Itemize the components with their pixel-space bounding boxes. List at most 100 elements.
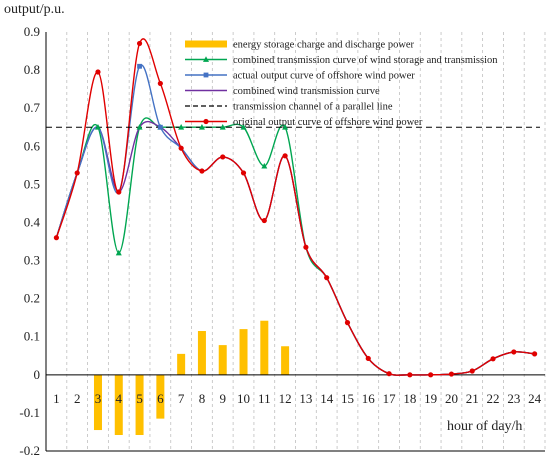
blue-square-marker [137,63,142,69]
y-tick-label: 0.1 [24,329,40,344]
storage-power-bar [135,374,144,436]
x-tick-label: 9 [219,391,226,406]
x-tick-label: 22 [487,391,500,406]
legend-marker [203,72,209,78]
x-tick-label: 15 [341,391,354,406]
red-circle-marker [511,349,517,355]
storage-power-bar [177,353,186,375]
x-tick-label: 6 [157,391,164,406]
storage-power-bar [281,346,290,375]
red-circle-marker [157,80,163,87]
storage-power-bar [218,345,227,375]
blue-square-marker [157,124,163,130]
red-circle-marker [428,372,434,378]
red-circle-marker [407,372,413,378]
storage-power-bar [156,374,165,419]
x-tick-label: 5 [136,391,143,406]
red-circle-marker [199,168,205,174]
red-circle-marker [240,170,247,176]
red-circle-marker [532,351,538,357]
green-triangle-marker [282,124,289,130]
x-tick-label: 19 [424,391,437,406]
x-tick-label: 23 [507,391,520,406]
x-tick-label: 20 [445,391,458,406]
y-tick-label: 0.8 [24,62,40,77]
storage-power-bar [197,331,206,375]
x-tick-label: 1 [53,391,60,406]
storage-power-bar [239,329,248,375]
x-axis-title: hour of day/h [447,419,522,434]
x-tick-label: 17 [383,391,397,406]
red-circle-marker [178,145,184,151]
x-tick-label: 10 [237,391,250,406]
storage-power-bar [260,320,269,375]
storage-power-bar [114,374,123,436]
y-tick-labels: -0.2 -0.1 0 0.1 0.2 0.3 0.4 0.5 0.6 0.7 0.8 0.9 [19,24,40,458]
red-circle-marker [95,69,101,75]
green-triangle-marker [261,162,268,169]
legend-label: combined transmission curve of wind stor… [233,55,498,66]
red-circle-marker [490,356,496,362]
y-tick-label: 0.6 [24,138,41,153]
green-triangle-marker [115,249,122,256]
x-tick-label: 2 [74,391,81,406]
red-circle-marker [136,40,143,47]
legend-label: energy storage charge and discharge powe… [233,40,415,51]
bar-layer [93,320,290,436]
legend-marker [203,56,209,62]
y-tick-label: 0.9 [24,24,40,39]
y-tick-label: 0.4 [24,214,41,229]
x-tick-label: 11 [258,391,271,406]
legend-label: actual output curve of offshore wind pow… [233,71,415,82]
red-circle-marker [303,244,309,250]
grid-lines [66,32,546,451]
legend-swatch [185,40,227,48]
red-circle-marker [261,217,267,224]
red-circle-marker [282,153,288,159]
legend: energy storage charge and discharge powe… [185,40,498,128]
x-tick-label: 8 [199,391,206,406]
x-tick-label: 21 [466,391,479,406]
y-tick-label: 0 [34,367,41,382]
x-tick-label: 24 [528,391,542,406]
y-axis-title: output/p.u. [4,2,65,17]
x-tick-labels: 1 2 3 4 5 6 7 8 9 10 11 12 13 14 15 16 17 18 19 20 21 22 23 24 [53,391,541,406]
red-circle-marker [469,368,475,374]
y-tick-label: -0.2 [19,443,40,458]
x-tick-label: 12 [279,391,292,406]
red-circle-marker [220,154,226,160]
y-tick-label: 0.3 [24,253,40,268]
y-tick-label: 0.2 [24,291,40,306]
red-circle-marker [344,320,351,326]
legend-label: transmission channel of a parallel line [233,102,393,113]
series-markers [53,40,538,378]
x-tick-label: 14 [320,391,334,406]
red-circle-marker [365,355,371,362]
x-tick-label: 7 [178,391,185,406]
x-tick-label: 18 [403,391,416,406]
storage-power-bar [93,374,102,431]
red-circle-marker [116,189,122,195]
y-tick-label: -0.1 [19,405,40,420]
legend-label: original output curve of offshore wind p… [233,117,423,128]
red-circle-marker [448,371,455,377]
green-triangle-marker [198,124,205,130]
y-tick-label: 0.5 [24,176,40,191]
red-circle-marker [324,275,330,281]
green-triangle-marker [240,124,247,130]
y-tick-label: 0.7 [24,100,41,115]
green-triangle-marker [178,124,185,130]
x-tick-label: 16 [362,391,376,406]
red-circle-marker [74,170,80,176]
red-circle-marker [53,235,59,241]
x-tick-label: 13 [299,391,312,406]
series-line [55,117,535,376]
green-triangle-marker [94,124,101,130]
red-circle-marker [386,371,392,377]
x-tick-label: 4 [116,391,123,406]
green-triangle-marker [136,124,143,130]
legend-marker [203,118,209,125]
x-tick-label: 3 [95,391,102,406]
green-triangle-marker [219,124,226,130]
